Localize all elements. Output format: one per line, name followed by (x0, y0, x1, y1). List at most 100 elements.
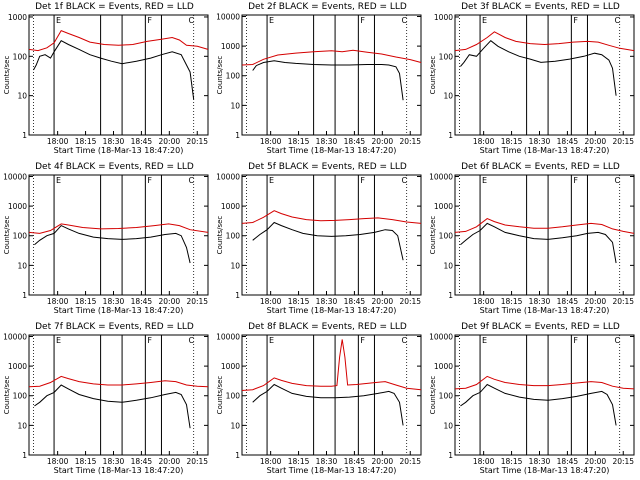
lld-series-line (241, 210, 422, 224)
y-tick-label: 1000 (8, 362, 27, 371)
y-tick-label: 10000 (3, 332, 27, 341)
y-tick-label: 10 (17, 421, 27, 430)
panel-title: Det 4f BLACK = Events, RED = LLD (35, 162, 194, 172)
y-axis-label: Counts/sec (216, 56, 224, 95)
x-axis-label: Start Time (18-Mar-13 18:47:20) (480, 146, 610, 155)
x-axis-label: Start Time (18-Mar-13 18:47:20) (267, 146, 397, 155)
x-tick-label: 20:00 (372, 137, 394, 146)
x-tick-label: 18:15 (288, 137, 310, 146)
interval-marker-label: F (573, 176, 578, 185)
x-tick-label: 20:00 (585, 297, 607, 306)
detector-panel: Det 9f BLACK = Events, RED = LLD E F C 1 10 10… (429, 322, 635, 475)
interval-marker-label: F (573, 336, 578, 345)
x-tick-label: 20:15 (399, 297, 421, 306)
y-tick-label: 1000 (221, 42, 240, 51)
x-tick-label: 20:00 (159, 297, 181, 306)
y-tick-label: 1000 (221, 362, 240, 371)
y-tick-label: 100 (226, 72, 241, 81)
y-tick-label: 100 (439, 392, 454, 401)
y-tick-label: 10 (17, 92, 27, 101)
interval-marker-label: C (189, 336, 195, 345)
detector-panel: Det 7f BLACK = Events, RED = LLD E F C 1 10 10… (3, 322, 209, 475)
y-tick-label: 100 (439, 52, 454, 61)
interval-marker-label: E (56, 336, 61, 345)
lld-series-line (28, 29, 209, 52)
plot-frame (28, 334, 209, 456)
plot-frame (454, 14, 635, 136)
x-tick-label: 18:00 (47, 137, 69, 146)
panel-title: Det 7f BLACK = Events, RED = LLD (35, 322, 194, 332)
y-tick-label: 10 (230, 101, 240, 110)
interval-marker-label: C (189, 16, 195, 25)
x-tick-label: 20:00 (372, 457, 394, 466)
lld-series-line (28, 223, 209, 234)
interval-marker-label: E (269, 336, 274, 345)
x-tick-label: 18:15 (501, 297, 523, 306)
x-tick-label: 18:00 (260, 137, 282, 146)
x-tick-label: 18:30 (316, 137, 338, 146)
x-tick-label: 20:15 (612, 457, 634, 466)
y-axis-label: Counts/sec (216, 216, 224, 255)
panel-title: Det 5f BLACK = Events, RED = LLD (248, 162, 407, 172)
y-tick-label: 1000 (8, 13, 27, 22)
interval-marker-label: C (615, 16, 621, 25)
plot-frame (241, 334, 422, 456)
x-axis-label: Start Time (18-Mar-13 18:47:20) (54, 466, 184, 475)
y-tick-label: 10 (443, 261, 453, 270)
y-tick-label: 1 (235, 291, 240, 300)
y-tick-label: 10 (230, 261, 240, 270)
y-tick-label: 1 (448, 451, 453, 460)
events-series-line (33, 40, 195, 100)
x-tick-label: 18:30 (103, 457, 125, 466)
x-tick-label: 20:15 (399, 137, 421, 146)
interval-marker-label: F (147, 176, 152, 185)
interval-marker-label: C (402, 176, 408, 185)
x-tick-label: 18:45 (344, 457, 366, 466)
interval-marker-label: F (147, 16, 152, 25)
y-tick-label: 10 (443, 421, 453, 430)
x-tick-label: 18:45 (131, 297, 153, 306)
x-tick-label: 18:30 (316, 297, 338, 306)
plot-frame (241, 174, 422, 296)
x-tick-label: 20:15 (186, 457, 208, 466)
x-axis-label: Start Time (18-Mar-13 18:47:20) (480, 306, 610, 315)
y-tick-label: 1000 (221, 202, 240, 211)
interval-marker-label: C (402, 16, 408, 25)
panel-title: Det 6f BLACK = Events, RED = LLD (461, 162, 620, 172)
y-axis-label: Counts/sec (216, 376, 224, 415)
x-axis-label: Start Time (18-Mar-13 18:47:20) (54, 306, 184, 315)
y-axis-label: Counts/sec (3, 216, 11, 255)
detector-panel: Det 6f BLACK = Events, RED = LLD E F C 1 10 10… (429, 162, 635, 315)
interval-marker-label: F (147, 336, 152, 345)
events-series-line (34, 384, 191, 429)
interval-marker-label: F (360, 16, 365, 25)
interval-marker-label: C (189, 176, 195, 185)
plot-frame (454, 334, 635, 456)
y-axis-label: Counts/sec (429, 216, 437, 255)
y-axis-label: Counts/sec (429, 376, 437, 415)
plot-frame (241, 14, 422, 136)
events-series-line (252, 383, 404, 426)
x-tick-label: 18:45 (344, 297, 366, 306)
plot-frame (28, 174, 209, 296)
events-series-line (460, 383, 617, 426)
x-tick-label: 18:15 (288, 297, 310, 306)
y-tick-label: 100 (13, 232, 28, 241)
plot-frame (454, 174, 635, 296)
y-tick-label: 100 (13, 52, 28, 61)
interval-marker-label: E (269, 16, 274, 25)
events-series-line (252, 60, 404, 101)
x-tick-label: 20:00 (372, 297, 394, 306)
y-tick-label: 1000 (8, 202, 27, 211)
interval-marker-label: E (482, 176, 487, 185)
y-tick-label: 10 (443, 92, 453, 101)
x-tick-label: 18:30 (529, 457, 551, 466)
interval-marker-label: E (56, 176, 61, 185)
y-tick-label: 10000 (216, 12, 240, 21)
x-tick-label: 20:15 (399, 457, 421, 466)
panel-title: Det 3f BLACK = Events, RED = LLD (461, 2, 620, 12)
x-tick-label: 18:30 (103, 137, 125, 146)
y-tick-label: 100 (13, 392, 28, 401)
x-tick-label: 18:45 (557, 457, 579, 466)
